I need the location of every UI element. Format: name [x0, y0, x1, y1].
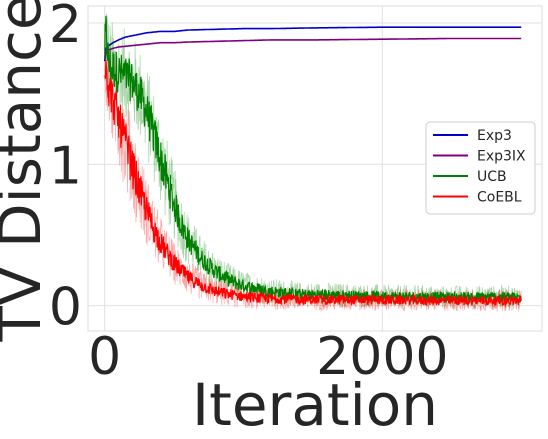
legend-label-coebl: CoEBL [477, 190, 522, 206]
series-line-exp3ix [103, 37, 522, 59]
x-axis-title: Iteration [192, 371, 438, 439]
y-tick-label: 2 [49, 0, 82, 55]
x-tick-label: 2000 [316, 327, 448, 387]
series-line-coebl [104, 60, 522, 308]
y-tick-label: 0 [49, 278, 82, 338]
series-lines [103, 15, 522, 308]
y-axis-title: TV Distance [0, 0, 54, 343]
legend-label-exp3ix: Exp3IX [477, 149, 526, 165]
x-tick-label: 0 [88, 327, 121, 387]
legend-label-exp3: Exp3 [477, 128, 512, 144]
y-tick-label: 1 [49, 136, 82, 196]
legend: Exp3 Exp3IX UCB CoEBL [425, 121, 536, 215]
series-line-exp3 [103, 26, 522, 62]
legend-label-ucb: UCB [477, 169, 507, 185]
legend-box [425, 121, 536, 215]
tick-labels: 0 2000 0 1 2 [49, 0, 449, 387]
